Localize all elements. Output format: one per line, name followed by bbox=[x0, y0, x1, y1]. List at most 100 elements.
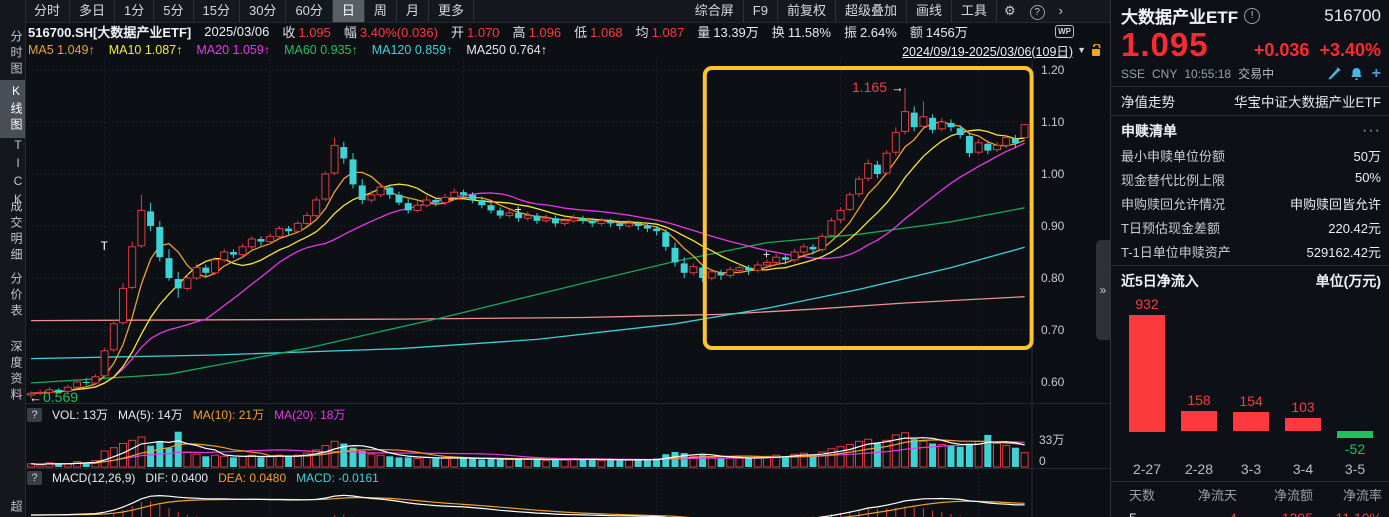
right-quote-panel: 大数据产业ETF ! 516700 1.095 +0.036 +3.40% SS… bbox=[1110, 0, 1389, 517]
sidebar-item-7[interactable]: 超 bbox=[9, 500, 23, 516]
help-icon[interactable]: ? bbox=[1023, 0, 1052, 22]
quote-field-低: 低 1.068 bbox=[574, 25, 623, 40]
tab-period-11[interactable]: 更多 bbox=[429, 0, 474, 22]
svg-text:1.10: 1.10 bbox=[1041, 115, 1065, 129]
redeem-row-1: 最小申赎单位份额 50万 bbox=[1121, 148, 1381, 164]
svg-text:0: 0 bbox=[1039, 454, 1046, 468]
quote-field-量: 量 13.39万 bbox=[697, 25, 759, 40]
panel-collapse-handle[interactable]: » bbox=[1096, 240, 1110, 340]
etf-code: 516700 bbox=[1324, 5, 1381, 25]
symbol-label: 516700.SH[大数据产业ETF] bbox=[28, 25, 192, 40]
svg-text:0.80: 0.80 bbox=[1041, 271, 1065, 285]
tab-period-3[interactable]: 1分 bbox=[115, 0, 155, 22]
toolbar-tool-4[interactable]: 超级叠加 bbox=[836, 0, 907, 22]
nav-trend-label[interactable]: 净值走势 bbox=[1121, 95, 1175, 110]
nav-fund-name: 华宝中证大数据产业ETF bbox=[1234, 95, 1381, 110]
quote-info-bar: 516700.SH[大数据产业ETF] 2025/03/06 收 1.095 幅 3.… bbox=[25, 22, 1110, 41]
ma-legend-ma250: MA250 0.764↑ bbox=[466, 43, 547, 57]
quote-date: 2025/03/06 bbox=[204, 24, 270, 39]
netflow-table: 天数净流天净流额净流率54129511.10%108266127.40% bbox=[1111, 481, 1389, 517]
tab-period-2[interactable]: 多日 bbox=[70, 0, 116, 22]
gear-icon[interactable]: ⚙ bbox=[1004, 3, 1016, 18]
quote-field-均: 均 1.087 bbox=[635, 25, 685, 40]
sidebar-item-6[interactable]: 深度资料 bbox=[9, 340, 23, 404]
tab-period-7[interactable]: 60分 bbox=[286, 0, 333, 22]
edit-icon[interactable] bbox=[1328, 67, 1341, 80]
redeem-row-3: 申购赎回允许情况 申购赎回皆允许 bbox=[1121, 196, 1381, 212]
vol-help-icon[interactable]: ? bbox=[27, 407, 42, 422]
sidebar-item-3[interactable]: TICK bbox=[11, 138, 25, 210]
vol-ma5-label: MA(5): 14万 bbox=[118, 408, 183, 422]
tab-period-4[interactable]: 5分 bbox=[154, 0, 194, 22]
macd-value-label: MACD: -0.0161 bbox=[296, 471, 379, 485]
svg-text:→: → bbox=[891, 80, 904, 95]
vol-label: VOL: 13万 bbox=[52, 408, 109, 422]
netflow-table-row-1: 54129511.10% bbox=[1121, 507, 1382, 517]
svg-text:33万: 33万 bbox=[1039, 433, 1064, 447]
svg-text:←: ← bbox=[29, 390, 42, 403]
netflow-bar-chart: 932 158 154 103 -52 bbox=[1121, 293, 1381, 459]
macd-title: MACD(12,26,9) bbox=[52, 471, 136, 485]
tab-period-6[interactable]: 30分 bbox=[240, 0, 287, 22]
plus-icon[interactable]: + bbox=[1371, 65, 1381, 82]
info-icon[interactable]: ! bbox=[1244, 7, 1261, 24]
toolbar-tool-6[interactable]: 工具 bbox=[952, 0, 997, 22]
netflow-value: 158 bbox=[1187, 392, 1211, 408]
netflow-bar bbox=[1129, 315, 1165, 432]
svg-text:1.20: 1.20 bbox=[1041, 63, 1065, 77]
netflow-date: 2-27 bbox=[1132, 461, 1162, 477]
ma-legend-ma20: MA20 1.059↑ bbox=[196, 43, 271, 57]
sidebar-item-5[interactable]: 分价表 bbox=[9, 272, 23, 320]
chevron-right-icon[interactable]: › bbox=[1058, 3, 1063, 18]
netflow-section: 近5日净流入 单位(万元) 932 158 154 103 -52 2-27 2-28 3-… bbox=[1111, 265, 1389, 481]
exchange-label: SSE bbox=[1121, 66, 1146, 81]
tab-period-5[interactable]: 15分 bbox=[194, 0, 240, 22]
bell-icon[interactable] bbox=[1350, 67, 1363, 80]
svg-text:0.90: 0.90 bbox=[1041, 219, 1065, 233]
toolbar-tool-5[interactable]: 画线 bbox=[907, 0, 952, 22]
tab-period-9[interactable]: 周 bbox=[365, 0, 397, 22]
quote-field-高: 高 1.096 bbox=[512, 25, 562, 40]
period-toolbar: 分时 多日 1分 5分 15分 30分 60分日周月更多 综合屏 F9 前复权 超级叠加 画线 工具 ⚙?… bbox=[25, 0, 1110, 23]
tab-period-8[interactable]: 日 bbox=[332, 0, 365, 22]
macd-help-icon[interactable]: ? bbox=[27, 471, 42, 485]
volume-pane[interactable]: ? VOL: 13万 MA(5): 14万 MA(10): 21万 MA(20)… bbox=[25, 403, 1110, 469]
netflow-unit: 单位(万元) bbox=[1315, 273, 1381, 289]
svg-text:0.70: 0.70 bbox=[1041, 323, 1065, 337]
sidebar-item-4[interactable]: 成交明细 bbox=[9, 200, 23, 264]
date-range-selector[interactable]: 2024/09/19-2025/03/06(109日) bbox=[902, 44, 1074, 59]
kline-chart[interactable]: 1.20 1.10 1.00 0.90 0.80 0.70 0.60 T + +1.165 → ← 0.… bbox=[25, 59, 1110, 403]
macd-dea-label: DEA: 0.0480 bbox=[218, 471, 287, 485]
quote-fields: 收 1.095 幅 3.40%(0.036) 开 1.070 高 1.096 低 1.068 均 1.… bbox=[282, 22, 967, 41]
svg-text:1.165: 1.165 bbox=[852, 79, 887, 95]
ma-legend-ma60: MA60 0.935↑ bbox=[284, 43, 358, 57]
redeem-title: 申赎清单 bbox=[1121, 123, 1177, 139]
sidebar-item-1[interactable]: 分时图 bbox=[9, 30, 23, 78]
wp-icon[interactable]: WP bbox=[1055, 25, 1074, 38]
redeem-row-5: T-1日单位申赎资产 529162.42元 bbox=[1121, 244, 1381, 260]
dropdown-arrow-icon[interactable]: ▼ bbox=[1077, 45, 1086, 55]
netflow-date: 3-5 bbox=[1344, 461, 1366, 477]
quote-field-振: 振 2.64% bbox=[843, 25, 897, 40]
svg-text:0.60: 0.60 bbox=[1041, 375, 1065, 389]
netflow-value: 103 bbox=[1291, 399, 1315, 415]
toolbar-tool-3[interactable]: 前复权 bbox=[778, 0, 836, 22]
tab-period-10[interactable]: 月 bbox=[397, 0, 429, 22]
tab-period-1[interactable]: 分时 bbox=[25, 0, 71, 22]
toolbar-tool-2[interactable]: F9 bbox=[744, 0, 778, 22]
quote-field-额: 额 1456万 bbox=[909, 25, 968, 40]
quote-field-幅: 幅 3.40%(0.036) bbox=[343, 25, 438, 40]
macd-pane[interactable]: ? MACD(12,26,9) DIF: 0.0400 DEA: 0.0480 … bbox=[25, 468, 1110, 517]
redeem-more-button[interactable]: ··· bbox=[1362, 122, 1381, 139]
ma-legend-ma10: MA10 1.087↑ bbox=[108, 43, 183, 57]
toolbar-tool-1[interactable]: 综合屏 bbox=[686, 0, 744, 22]
sidebar-item-2[interactable]: K线图 bbox=[0, 80, 25, 138]
svg-text:+: + bbox=[763, 248, 770, 262]
netflow-value: -52 bbox=[1344, 441, 1366, 457]
price-change: +0.036 bbox=[1253, 40, 1310, 60]
lock-icon[interactable] bbox=[1090, 43, 1102, 57]
trading-status: 交易中 bbox=[1238, 67, 1275, 81]
ma-legend-bar: MA5 1.049↑ MA10 1.087↑ MA20 1.059↑ MA60 0.9… bbox=[25, 41, 1110, 59]
svg-text:1.00: 1.00 bbox=[1041, 167, 1065, 181]
